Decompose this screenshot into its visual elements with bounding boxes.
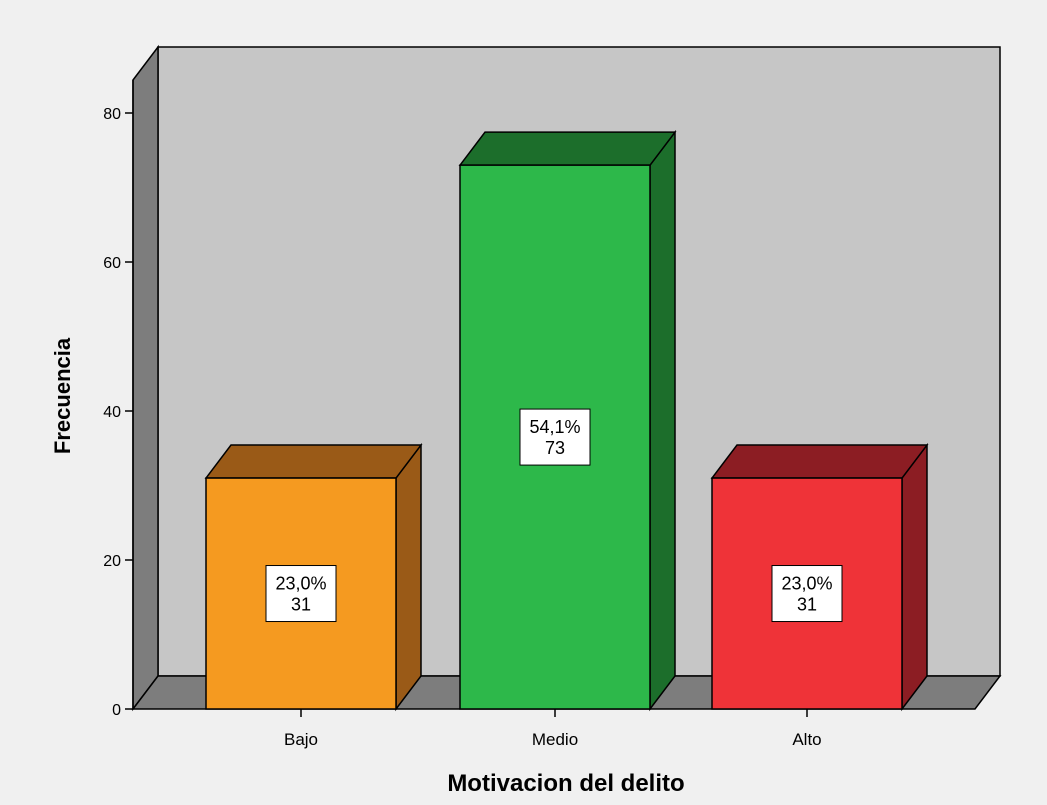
bar-side	[901, 442, 928, 712]
bar-group-bajo: 23,0%31	[204, 442, 423, 712]
bar-group-medio: 54,1%73	[458, 129, 677, 712]
y-tick-label: 20	[103, 553, 121, 570]
bar-top	[710, 444, 929, 479]
side-wall	[132, 44, 159, 712]
bar-side	[649, 129, 676, 712]
y-tick-label: 40	[103, 404, 121, 421]
y-ticks: 0 20 40 60 80	[103, 106, 133, 719]
y-tick-label: 0	[112, 702, 121, 719]
x-axis-label: Motivacion del delito	[447, 770, 684, 797]
y-axis: 0 20 40 60 80	[103, 80, 134, 719]
bar-group-alto: 23,0%31	[710, 442, 929, 712]
data-label-percent: 23,0%	[781, 574, 832, 594]
data-label-box	[265, 565, 337, 623]
x-tick-label: Medio	[532, 730, 578, 749]
data-label-box	[771, 565, 843, 623]
data-label-count: 73	[545, 438, 565, 458]
bar-top	[204, 444, 423, 479]
x-tick-label: Bajo	[284, 730, 318, 749]
data-label-box	[519, 408, 591, 466]
y-tick-label: 80	[103, 106, 121, 123]
data-label-count: 31	[291, 595, 311, 615]
bar-top	[458, 131, 677, 166]
x-tick-label: Alto	[792, 730, 821, 749]
data-label-percent: 23,0%	[275, 574, 326, 594]
x-tick-labels: Bajo Medio Alto	[284, 709, 822, 749]
data-label-count: 31	[797, 595, 817, 615]
y-tick-label: 60	[103, 255, 121, 272]
data-label-percent: 54,1%	[529, 417, 580, 437]
y-axis-label: Frecuencia	[50, 337, 75, 454]
bar-side	[395, 442, 422, 712]
